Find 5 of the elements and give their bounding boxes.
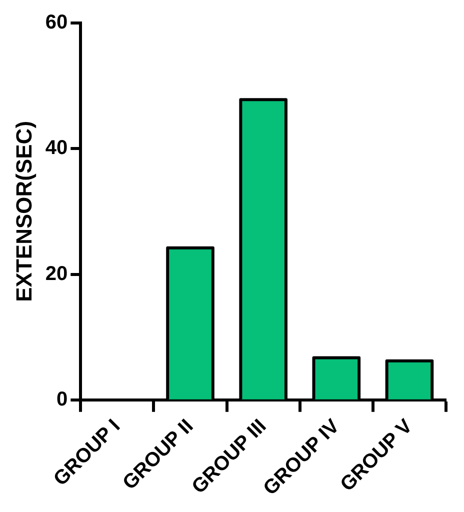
y-axis-title: EXTENSOR(SEC) [11, 120, 36, 302]
y-tick-label: 20 [45, 262, 68, 285]
y-tick-label: 60 [45, 12, 68, 34]
y-tick-label: 0 [56, 388, 68, 410]
y-tick-label: 40 [45, 137, 68, 160]
